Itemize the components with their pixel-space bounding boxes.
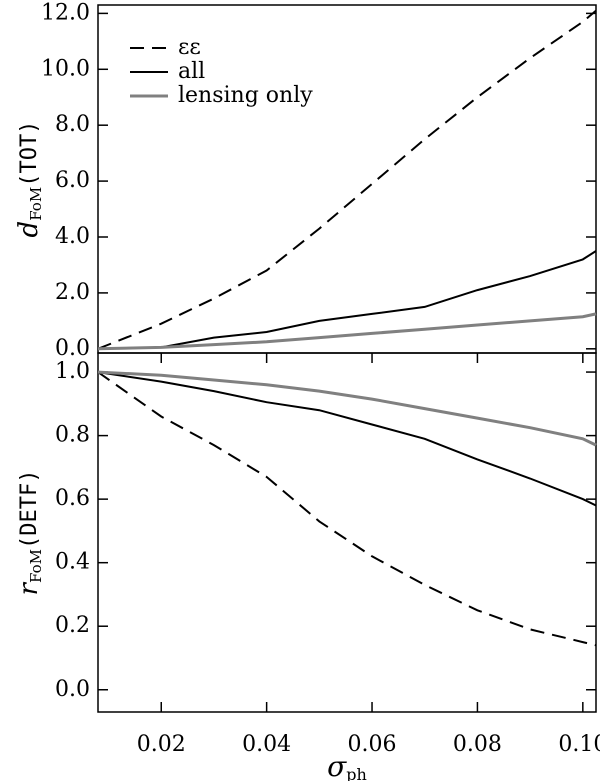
y-tick-label: 0.0	[55, 677, 90, 702]
label-text: (TOT)	[17, 121, 42, 187]
x-tick-label: 0.08	[453, 732, 502, 757]
y-tick-label: 12.0	[41, 0, 90, 25]
legend-label: lensing only	[178, 83, 313, 108]
y-tick-label: 0.2	[55, 613, 90, 638]
data-line	[97, 250, 597, 350]
x-tick-label: 0.06	[348, 732, 397, 757]
y-tick-label: 0.8	[55, 423, 90, 448]
label-subscript: FoM	[27, 549, 45, 583]
y-tick-label: 0.4	[55, 550, 90, 575]
label-symbol: r	[14, 581, 44, 595]
data-line	[97, 312, 597, 351]
data-line	[97, 370, 597, 447]
x-tick-label: 0.02	[137, 732, 186, 757]
y-tick-label: 2.0	[55, 280, 90, 305]
y-tick-label: 4.0	[55, 224, 90, 249]
label-symbol: σ	[327, 750, 347, 781]
y-axis-label: dFoM(TOT)	[14, 121, 45, 238]
label-subscript: ph	[346, 765, 367, 781]
y-tick-label: 1.0	[55, 359, 90, 384]
legend-label: all	[178, 59, 205, 84]
plot-frame	[97, 4, 597, 354]
label-symbol: d	[14, 221, 44, 238]
data-line	[97, 371, 597, 507]
y-tick-label: 0.0	[55, 336, 90, 361]
label-text: (DETF)	[17, 470, 42, 549]
data-line	[97, 371, 597, 647]
data-line	[97, 9, 597, 350]
y-axis-label: rFoM(DETF)	[14, 470, 45, 596]
y-tick-label: 8.0	[55, 112, 90, 137]
y-tick-label: 10.0	[41, 56, 90, 81]
plot-frame	[97, 352, 597, 713]
legend-label: εε	[178, 35, 201, 60]
x-axis-label: σph	[327, 750, 367, 781]
y-tick-label: 6.0	[55, 168, 90, 193]
x-tick-label: 0.04	[242, 732, 291, 757]
x-tick-label: 0.10	[558, 732, 600, 757]
label-subscript: FoM	[27, 187, 45, 221]
y-tick-label: 0.6	[55, 486, 90, 511]
